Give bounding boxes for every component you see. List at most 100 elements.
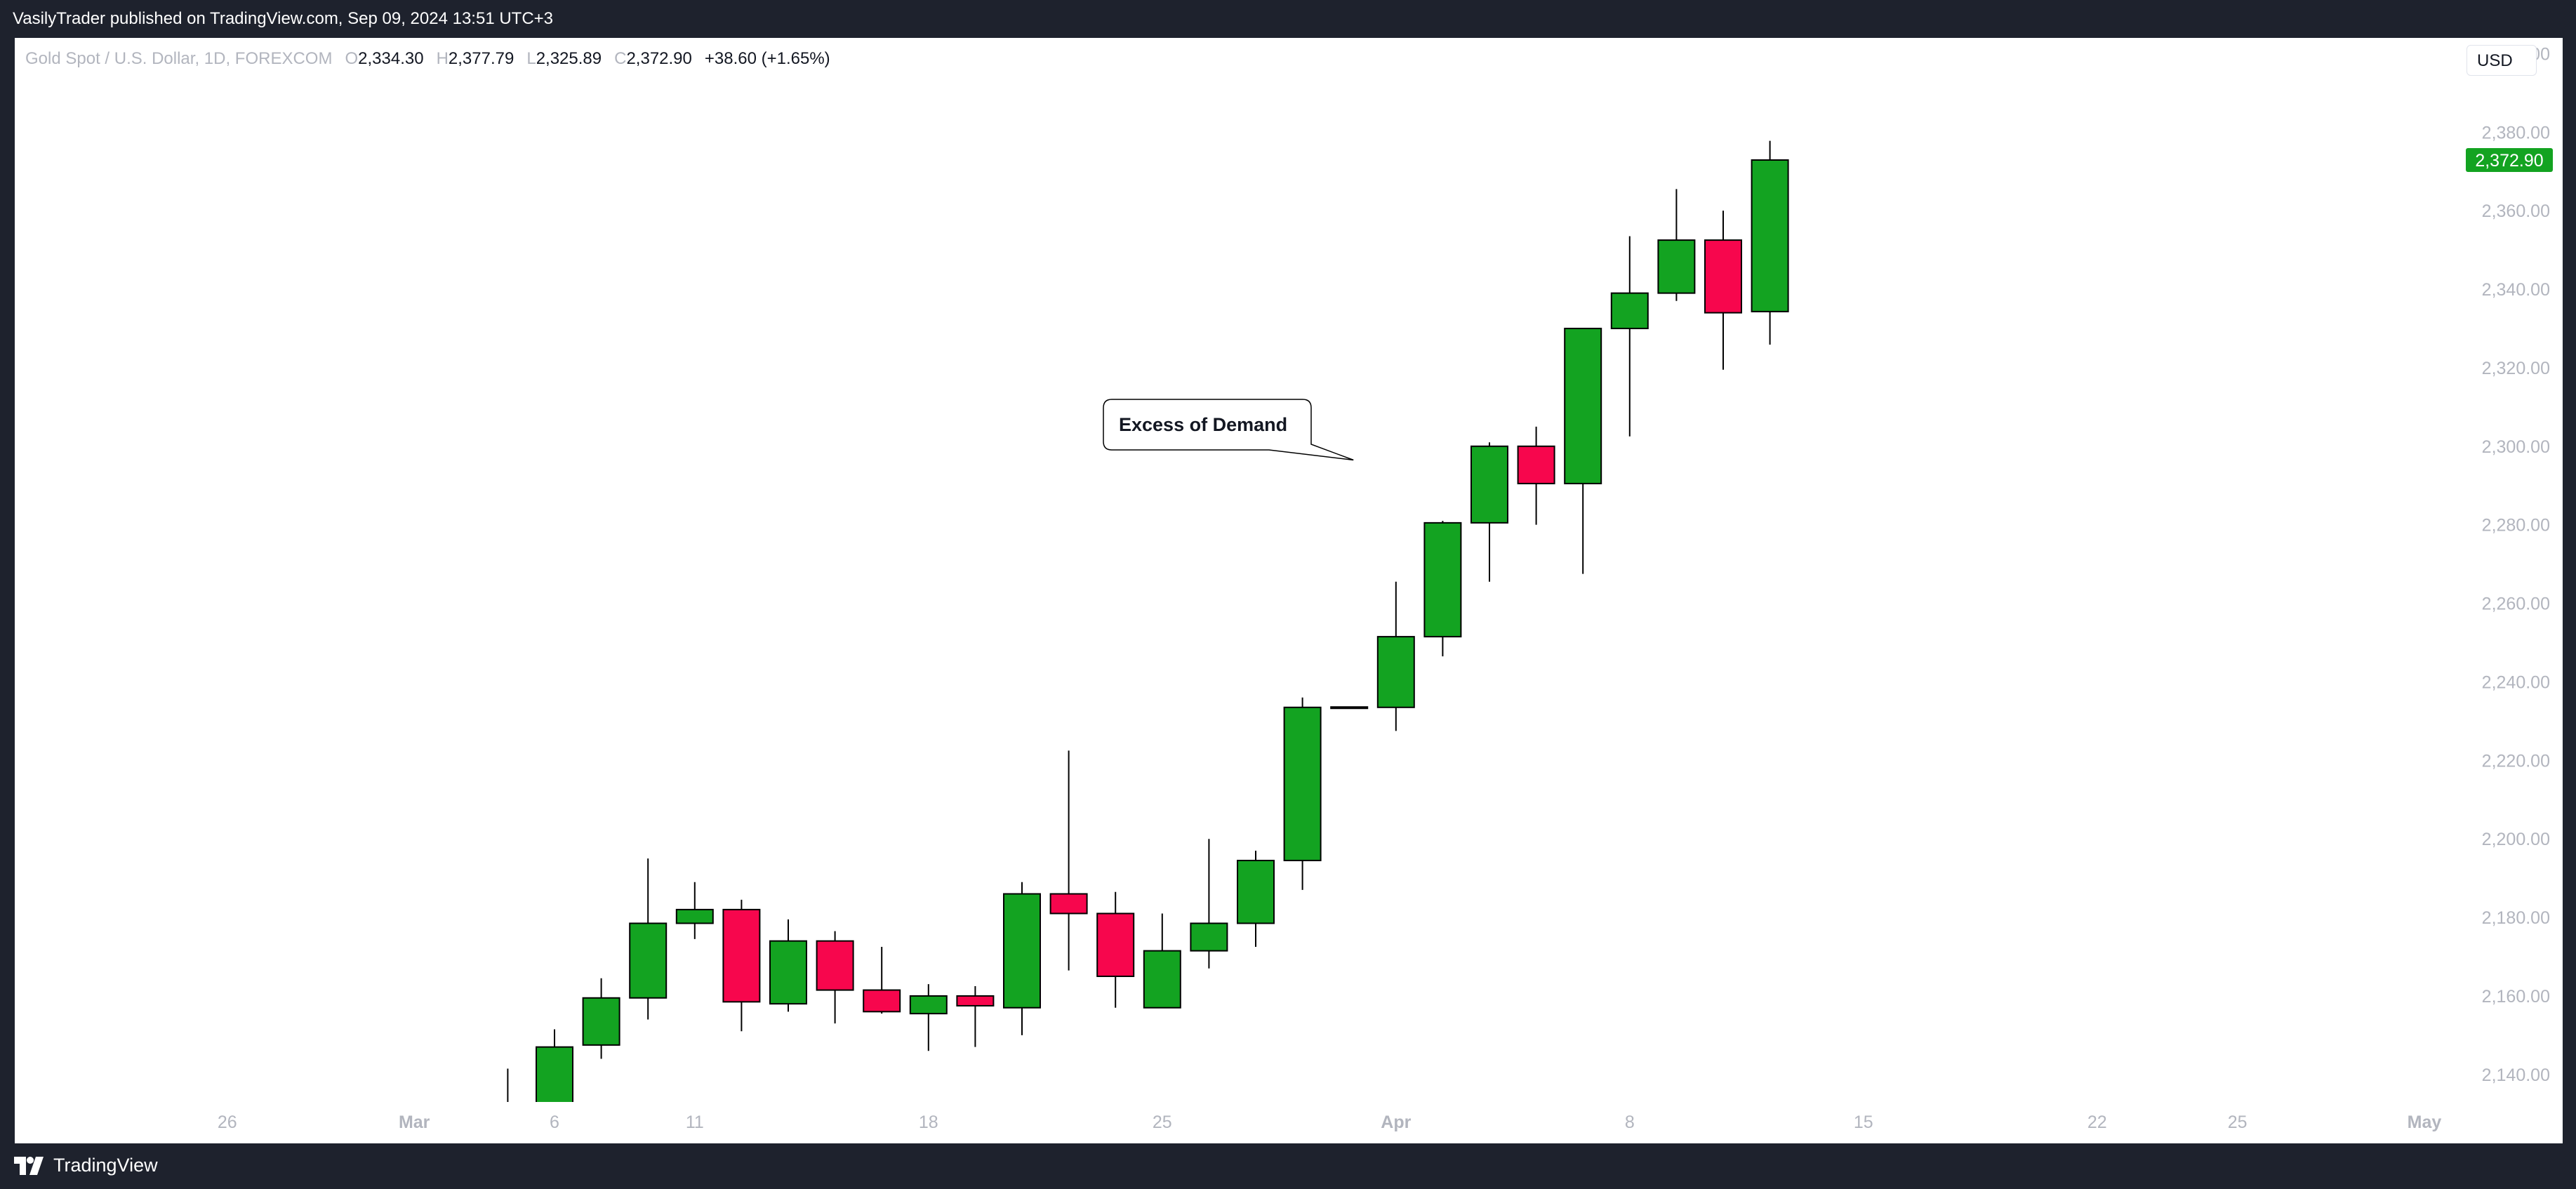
tradingview-brand-label: TradingView <box>53 1155 158 1176</box>
candle-body <box>1564 327 1602 484</box>
candle[interactable] <box>1517 426 1555 525</box>
candle-body <box>1143 950 1181 1009</box>
candle[interactable] <box>1283 697 1322 890</box>
candle-body <box>909 995 948 1015</box>
price-tick-label: 2,180.00 <box>2482 908 2550 928</box>
price-tick-label: 2,220.00 <box>2482 751 2550 771</box>
candle-body <box>536 1046 573 1102</box>
candle[interactable] <box>629 858 668 1020</box>
candle[interactable] <box>489 1068 526 1123</box>
price-tick-label: 2,360.00 <box>2482 201 2550 221</box>
currency-selector[interactable]: USD <box>2467 45 2537 76</box>
open-value: 2,334.30 <box>358 49 424 68</box>
callout-text: Excess of Demand <box>1119 414 1287 435</box>
change-value: +38.60 (+1.65%) <box>704 49 830 68</box>
price-tick-label: 2,160.00 <box>2482 987 2550 1007</box>
time-axis[interactable]: 26 Mar 6 11 18 25 Apr 8 15 22 25 May <box>218 1112 2442 1132</box>
low-value: 2,325.89 <box>536 49 602 68</box>
close-value: 2,372.90 <box>626 49 692 68</box>
candle[interactable] <box>536 1029 573 1122</box>
low-label: L <box>526 49 536 68</box>
candle[interactable] <box>582 978 620 1059</box>
price-tick-label: 2,240.00 <box>2482 672 2550 692</box>
candle-body <box>1704 239 1742 314</box>
candle[interactable] <box>1704 211 1742 370</box>
candle[interactable] <box>1470 442 1508 582</box>
candle[interactable] <box>1610 236 1649 437</box>
time-tick-label: 8 <box>1625 1112 1635 1132</box>
price-tick-label: 2,300.00 <box>2482 437 2550 457</box>
tradingview-logo-icon <box>14 1156 44 1175</box>
candles <box>489 140 1789 1123</box>
candle-body <box>1751 159 1789 312</box>
candle[interactable] <box>1049 750 1088 971</box>
candle[interactable] <box>1143 913 1181 1009</box>
candle-body <box>769 940 807 1005</box>
price-tick-label: 2,340.00 <box>2482 280 2550 300</box>
time-tick-label: Apr <box>1381 1112 1411 1132</box>
time-tick-label: 18 <box>919 1112 938 1132</box>
price-axis[interactable]: 2,400.002,380.002,360.002,340.002,320.00… <box>2482 44 2550 1084</box>
candle[interactable] <box>816 931 854 1024</box>
candle[interactable] <box>1096 891 1135 1008</box>
time-tick-label: 26 <box>218 1112 237 1132</box>
annotation-layer[interactable]: Excess of Demand <box>1103 399 1354 461</box>
candle-body <box>1517 445 1555 484</box>
last-price-layer: 2,372.90 <box>2466 147 2553 172</box>
time-tick-label: 25 <box>1153 1112 1172 1132</box>
candle[interactable] <box>1751 140 1789 345</box>
candle[interactable] <box>956 985 995 1047</box>
price-tick-label: 2,380.00 <box>2482 123 2550 142</box>
candle[interactable] <box>909 984 948 1051</box>
publisher-header: VasilyTrader published on TradingView.co… <box>13 9 554 28</box>
price-tick-label: 2,320.00 <box>2482 359 2550 378</box>
price-tick-label: 2,140.00 <box>2482 1065 2550 1085</box>
last-price-badge <box>2466 147 2553 172</box>
price-tick-label: 2,260.00 <box>2482 594 2550 614</box>
tradingview-brand[interactable]: TradingView <box>14 1155 158 1176</box>
time-tick-label: 11 <box>686 1112 704 1132</box>
close-label: C <box>614 49 627 68</box>
candle-body <box>816 940 854 991</box>
candle[interactable] <box>863 947 901 1014</box>
open-label: O <box>345 49 359 68</box>
candle-body <box>1283 706 1322 861</box>
time-tick-label: 15 <box>1854 1112 1873 1132</box>
candle-body <box>863 989 901 1013</box>
candle[interactable] <box>769 919 807 1012</box>
candle-body <box>1237 859 1275 924</box>
candle[interactable] <box>1376 581 1415 731</box>
candle[interactable] <box>1190 839 1228 969</box>
candle[interactable] <box>1003 882 1041 1035</box>
chart-panel[interactable] <box>15 38 2563 1143</box>
candle-body <box>582 997 620 1046</box>
candle-body <box>1330 706 1369 710</box>
time-tick-label: Mar <box>399 1112 430 1132</box>
symbol-legend: Gold Spot / U.S. Dollar, 1D, FOREXCOM O2,… <box>25 49 830 69</box>
candle[interactable] <box>1330 706 1369 710</box>
candle-body <box>489 1122 526 1123</box>
time-tick-label: 25 <box>2228 1112 2248 1132</box>
candle[interactable] <box>675 882 714 939</box>
candle-body <box>956 995 995 1007</box>
candle-body <box>1657 239 1696 294</box>
candle-body <box>1376 636 1415 708</box>
candle-body <box>722 908 761 1003</box>
footer-bar: TradingView <box>0 1143 2576 1189</box>
candle[interactable] <box>1564 327 1602 574</box>
callout-shape[interactable] <box>1103 399 1354 461</box>
candle[interactable] <box>1657 189 1696 301</box>
candle[interactable] <box>1423 521 1462 657</box>
candle-body <box>1610 292 1649 329</box>
high-label: H <box>436 49 449 68</box>
candle-body <box>629 922 668 999</box>
candle[interactable] <box>722 899 761 1032</box>
candle-body <box>675 908 714 924</box>
candle-body <box>1423 522 1462 638</box>
price-tick-label: 2,280.00 <box>2482 516 2550 536</box>
candle-body <box>1003 893 1041 1009</box>
candle-body <box>1470 445 1508 524</box>
candle[interactable] <box>1237 850 1275 948</box>
price-tick-label: 2,200.00 <box>2482 830 2550 849</box>
